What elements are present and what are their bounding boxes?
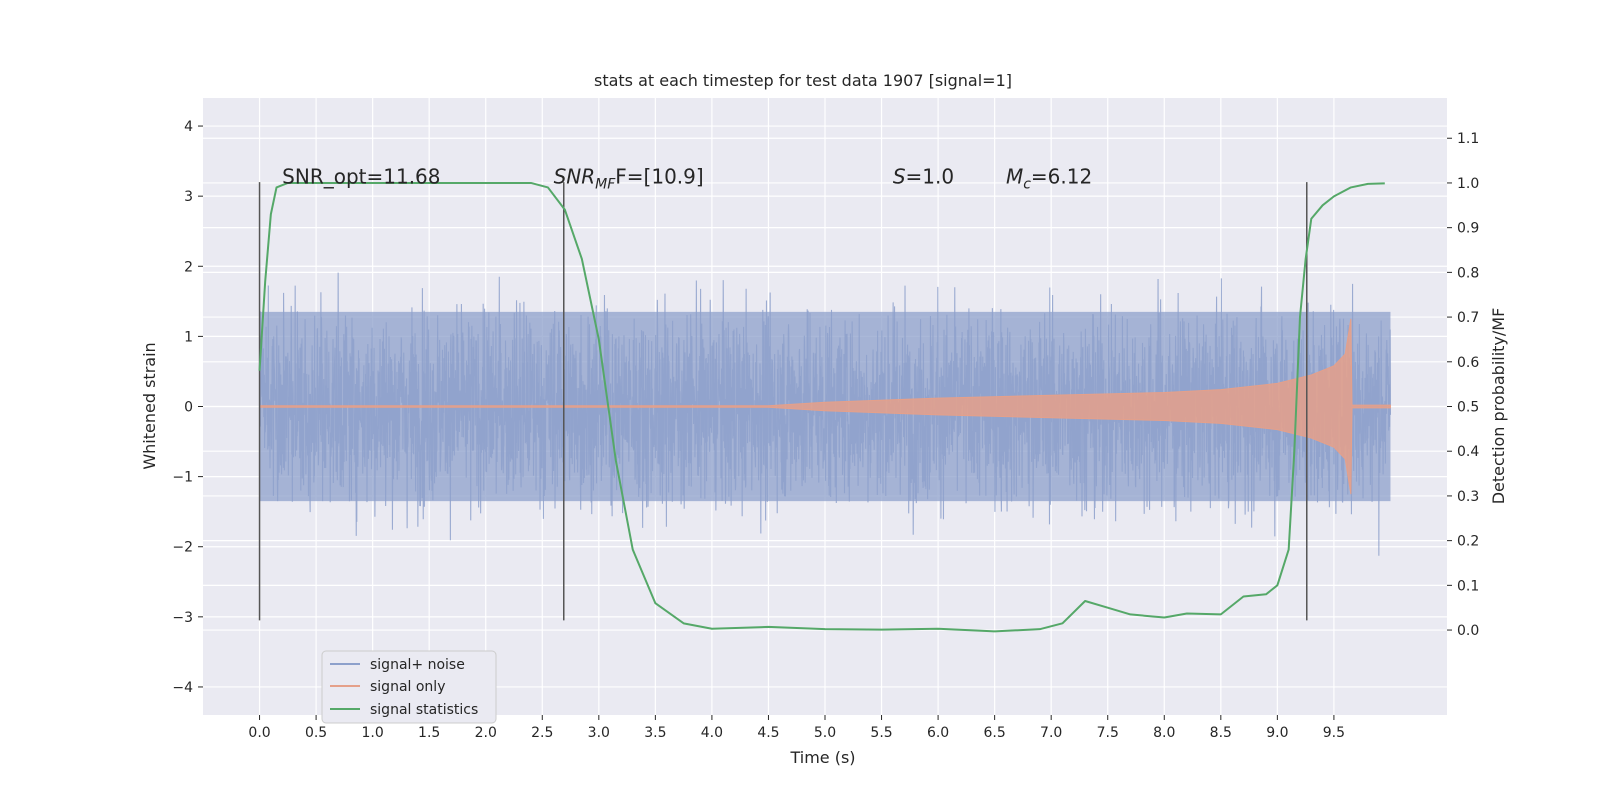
right-y-tick-label-5: 0.6 <box>1457 355 1479 371</box>
x-tick-label-6: 3.0 <box>588 725 610 741</box>
left-y-axis-ticks: 4 3 2 1 0 −1 −2 −3 −4 <box>172 119 203 696</box>
legend-box <box>321 650 497 724</box>
x-tick-label-17: 8.5 <box>1210 725 1232 741</box>
x-tick-label-13: 6.5 <box>984 725 1006 741</box>
annotation-s-base: S <box>893 165 906 189</box>
right-y-axis-label: Detection probability/MF <box>1489 308 1508 505</box>
annotation-s-rest: =1.0 <box>906 165 955 189</box>
x-tick-label-19: 9.5 <box>1323 725 1345 741</box>
legend-label-signal-statistics: signal statistics <box>370 702 478 718</box>
x-tick-label-15: 7.5 <box>1097 725 1119 741</box>
x-tick-label-11: 5.5 <box>870 725 892 741</box>
x-tick-label-2: 1.0 <box>362 725 384 741</box>
x-tick-label-0: 0.0 <box>248 725 270 741</box>
annotation-snr-mf-base: SNR <box>554 165 596 189</box>
left-y-tick-label-4: 0 <box>184 400 193 416</box>
annotations: SNR_opt=11.68 SNRMFF=[10.9] S=1.0 Mc=6.1… <box>282 165 1092 193</box>
x-axis-ticks: 0.0 0.5 1.0 1.5 2.0 2.5 3.0 3.5 4.0 4.5 5.0 5.5 6.0 6… <box>248 715 1345 741</box>
x-tick-label-9: 4.5 <box>757 725 779 741</box>
x-tick-label-10: 5.0 <box>814 725 836 741</box>
left-y-tick-label-8: −4 <box>172 680 193 696</box>
legend: signal+ noise signal only signal statist… <box>321 650 497 724</box>
left-y-axis-label: Whitened strain <box>140 342 159 469</box>
right-y-tick-label-6: 0.5 <box>1457 400 1479 416</box>
right-y-tick-label-9: 0.2 <box>1457 534 1479 550</box>
left-y-tick-label-0: 4 <box>184 119 193 135</box>
x-tick-label-1: 0.5 <box>305 725 327 741</box>
chart-title: stats at each timestep for test data 190… <box>594 71 1012 90</box>
left-y-tick-label-3: 1 <box>184 329 193 345</box>
x-tick-label-12: 6.0 <box>927 725 949 741</box>
left-y-tick-label-6: −2 <box>172 540 193 556</box>
legend-label-signal-only: signal only <box>370 679 445 695</box>
annotation-mc-base: M <box>1006 165 1023 189</box>
annotation-mc-sub: c <box>1023 177 1031 193</box>
annotation-mc-rest: =6.12 <box>1031 165 1092 189</box>
left-y-tick-label-2: 2 <box>184 259 193 275</box>
x-tick-label-5: 2.5 <box>531 725 553 741</box>
right-y-tick-label-8: 0.3 <box>1457 489 1479 505</box>
right-y-tick-label-10: 0.1 <box>1457 578 1479 594</box>
x-tick-label-16: 8.0 <box>1153 725 1175 741</box>
signal-statistics-series <box>258 181 1385 633</box>
x-axis-label: Time (s) <box>789 748 855 767</box>
x-tick-label-14: 7.0 <box>1040 725 1062 741</box>
right-y-tick-label-1: 1.0 <box>1457 176 1479 192</box>
annotation-s-value: S=1.0 <box>893 165 954 189</box>
signal-statistics-line <box>258 181 1385 633</box>
x-tick-label-4: 2.0 <box>475 725 497 741</box>
annotation-snr-opt: SNR_opt=11.68 <box>282 165 440 189</box>
annotation-snr-mf: SNRMFF=[10.9] <box>554 165 704 193</box>
left-y-tick-label-1: 3 <box>184 189 193 205</box>
signal-only-envelope <box>259 318 1391 495</box>
x-tick-label-3: 1.5 <box>418 725 440 741</box>
annotation-snr-mf-sub: MF <box>595 177 616 193</box>
x-tick-label-7: 3.5 <box>644 725 666 741</box>
right-y-tick-label-3: 0.8 <box>1457 265 1479 281</box>
x-tick-label-18: 9.0 <box>1266 725 1288 741</box>
left-y-tick-label-5: −1 <box>172 470 193 486</box>
annotation-mc-value: Mc=6.12 <box>1006 165 1092 193</box>
right-y-tick-label-11: 0.0 <box>1457 623 1479 639</box>
left-y-tick-label-7: −3 <box>172 610 193 626</box>
annotation-snr-mf-rest: F=[10.9] <box>615 165 703 189</box>
signal-only-series <box>259 318 1391 495</box>
right-y-tick-label-2: 0.9 <box>1457 221 1479 237</box>
right-y-tick-label-0: 1.1 <box>1457 131 1479 147</box>
legend-label-signal-plus-noise: signal+ noise <box>370 657 465 673</box>
right-y-tick-label-7: 0.4 <box>1457 444 1479 460</box>
right-y-axis-ticks: 1.1 1.0 0.9 0.8 0.7 0.6 0.5 0.4 0.3 0.2 0.1 0.0 <box>1447 131 1479 639</box>
right-y-tick-label-4: 0.7 <box>1457 310 1479 326</box>
x-tick-label-8: 4.0 <box>701 725 723 741</box>
